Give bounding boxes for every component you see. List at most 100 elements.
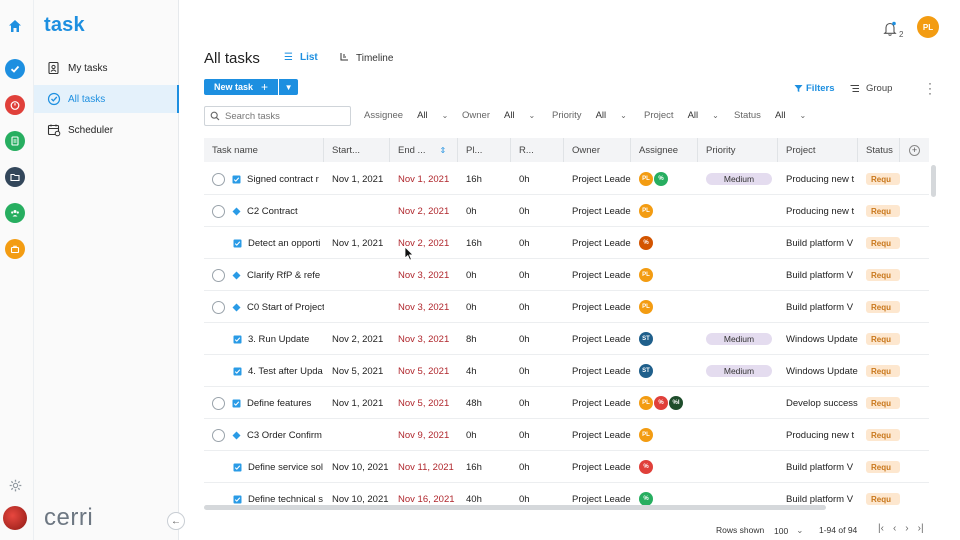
filters-button[interactable]: Filters: [794, 83, 835, 94]
filter-project[interactable]: Project All ⌄: [644, 110, 719, 121]
home-icon[interactable]: [5, 16, 25, 36]
timer-icon[interactable]: [5, 95, 25, 115]
filter-priority[interactable]: Priority All ⌄: [552, 110, 627, 121]
table-row[interactable]: Define technical s Nov 10, 2021 Nov 16, 20…: [204, 483, 929, 508]
column-label: End ...: [398, 144, 426, 156]
briefcase-icon[interactable]: [5, 239, 25, 259]
check-badge-icon: [46, 91, 62, 107]
column-header-owner[interactable]: Owner: [564, 138, 631, 162]
new-task-button[interactable]: New task +: [204, 79, 279, 95]
table-row[interactable]: 4. Test after Upda Nov 5, 2021 Nov 5, 2021…: [204, 355, 929, 387]
filter-owner[interactable]: Owner All ⌄: [462, 110, 535, 121]
last-page-icon[interactable]: ›|: [917, 523, 924, 534]
table-row[interactable]: Detect an opporti Nov 1, 2021 Nov 2, 2021 1…: [204, 227, 929, 259]
column-header-remaining[interactable]: R...: [511, 138, 564, 162]
task-name[interactable]: Detect an opporti: [248, 237, 321, 249]
complete-checkbox[interactable]: [212, 204, 225, 218]
team-icon[interactable]: [5, 203, 25, 223]
task-name[interactable]: Clarify RfP & refe: [247, 269, 321, 281]
table-row[interactable]: C3 Order Confirm Nov 9, 2021 0h 0h Project L…: [204, 419, 929, 451]
new-task-dropdown[interactable]: ▼: [278, 79, 299, 95]
column-header-assignee[interactable]: Assignee: [631, 138, 698, 162]
table-row[interactable]: C0 Start of Project Nov 3, 2021 0h 0h Projec…: [204, 291, 929, 323]
filter-assignee[interactable]: Assignee All ⌄: [364, 110, 448, 121]
horizontal-scrollbar[interactable]: [204, 505, 826, 510]
column-header-task-name[interactable]: Task name: [204, 138, 324, 162]
next-page-icon[interactable]: ›: [905, 523, 909, 534]
add-column-button[interactable]: +: [900, 138, 929, 162]
assignee-avatar[interactable]: %: [654, 172, 668, 186]
column-header-end[interactable]: End ... ⇕: [390, 138, 458, 162]
complete-checkbox[interactable]: [212, 172, 225, 186]
assignee-avatar[interactable]: %: [654, 396, 668, 410]
assignee-avatar[interactable]: %: [639, 460, 653, 474]
collapse-sidebar-button[interactable]: ←: [167, 512, 185, 530]
previous-page-icon[interactable]: ‹: [892, 523, 897, 534]
assignee-avatar[interactable]: PL: [639, 204, 653, 218]
column-header-start[interactable]: Start...: [324, 138, 390, 162]
document-icon[interactable]: [5, 131, 25, 151]
assignee-avatar[interactable]: PL: [639, 268, 653, 282]
table-row[interactable]: Clarify RfP & refe Nov 3, 2021 0h 0h Project…: [204, 259, 929, 291]
cell-remaining: 0h: [519, 269, 530, 281]
task-name[interactable]: C3 Order Confirm: [247, 429, 322, 441]
rows-shown-select[interactable]: 100 ⌄: [774, 525, 803, 536]
task-name[interactable]: 3. Run Update: [248, 333, 310, 345]
first-page-icon[interactable]: |‹: [878, 523, 884, 534]
complete-checkbox[interactable]: [212, 268, 225, 282]
complete-checkbox[interactable]: [212, 300, 225, 314]
check-circle-icon[interactable]: [5, 59, 25, 79]
cell-start: Nov 1, 2021: [332, 173, 384, 185]
assignee-avatar[interactable]: PL: [639, 396, 653, 410]
table-row[interactable]: 3. Run Update Nov 2, 2021 Nov 3, 2021 8h 0h P…: [204, 323, 929, 355]
complete-checkbox[interactable]: [212, 396, 225, 410]
sidebar-item-scheduler[interactable]: Scheduler: [34, 116, 179, 144]
sidebar-item-my-tasks[interactable]: My tasks: [34, 54, 179, 82]
cell-end: Nov 16, 2021: [398, 493, 455, 505]
assignee-avatar[interactable]: ST: [639, 364, 653, 378]
brand-avatar[interactable]: [3, 506, 27, 530]
filter-status[interactable]: Status All ⌄: [734, 110, 806, 121]
notifications-button[interactable]: [882, 20, 898, 40]
task-name[interactable]: Signed contract r: [247, 173, 319, 185]
column-header-status[interactable]: Status: [858, 138, 900, 162]
assignee-avatar[interactable]: %: [639, 492, 653, 506]
more-options-icon[interactable]: · · ·: [928, 76, 932, 100]
table-row[interactable]: Define features Nov 1, 2021 Nov 5, 2021 48h…: [204, 387, 929, 419]
table-row[interactable]: Define service sol Nov 10, 2021 Nov 11, 20…: [204, 451, 929, 483]
assignee-avatar[interactable]: PL: [639, 172, 653, 186]
tab-timeline[interactable]: Timeline: [340, 52, 393, 64]
mouse-cursor: [404, 246, 414, 264]
cell-priority: Medium: [698, 323, 778, 355]
assignee-avatar[interactable]: %: [639, 236, 653, 250]
assignee-avatar[interactable]: ST: [639, 332, 653, 346]
assignee-avatar[interactable]: PL: [639, 428, 653, 442]
user-avatar[interactable]: PL: [917, 16, 939, 38]
sidebar: task My tasks All tasks Scheduler cerri …: [34, 0, 185, 540]
task-name[interactable]: C2 Contract: [247, 205, 298, 217]
cell-owner: Project Leade: [572, 461, 631, 473]
cell-end: Nov 1, 2021: [398, 173, 450, 185]
cell-start: Nov 5, 2021: [332, 365, 384, 377]
column-header-planned[interactable]: Pl...: [458, 138, 511, 162]
task-name[interactable]: Define features: [247, 397, 312, 409]
task-name[interactable]: 4. Test after Upda: [248, 365, 323, 377]
task-name[interactable]: Define service sol: [248, 461, 323, 473]
complete-checkbox[interactable]: [212, 428, 225, 442]
task-name[interactable]: C0 Start of Project: [247, 301, 324, 313]
tab-list[interactable]: ☰ List: [284, 52, 318, 63]
sidebar-item-all-tasks[interactable]: All tasks: [34, 85, 179, 113]
task-name[interactable]: Define technical s: [248, 493, 323, 505]
search-input[interactable]: [225, 110, 345, 122]
assignee-avatar[interactable]: %I: [669, 396, 683, 410]
folder-icon[interactable]: [5, 167, 25, 187]
group-button[interactable]: Group: [850, 83, 892, 94]
column-header-project[interactable]: Project: [778, 138, 858, 162]
table-row[interactable]: C2 Contract Nov 2, 2021 0h 0h Project Leade P…: [204, 195, 929, 227]
assignee-avatar[interactable]: PL: [639, 300, 653, 314]
vertical-scrollbar[interactable]: [931, 165, 936, 197]
gear-icon[interactable]: [5, 475, 25, 495]
column-header-priority[interactable]: Priority: [698, 138, 778, 162]
cell-planned: 48h: [466, 397, 482, 409]
table-row[interactable]: Signed contract r Nov 1, 2021 Nov 1, 2021 1…: [204, 163, 929, 195]
